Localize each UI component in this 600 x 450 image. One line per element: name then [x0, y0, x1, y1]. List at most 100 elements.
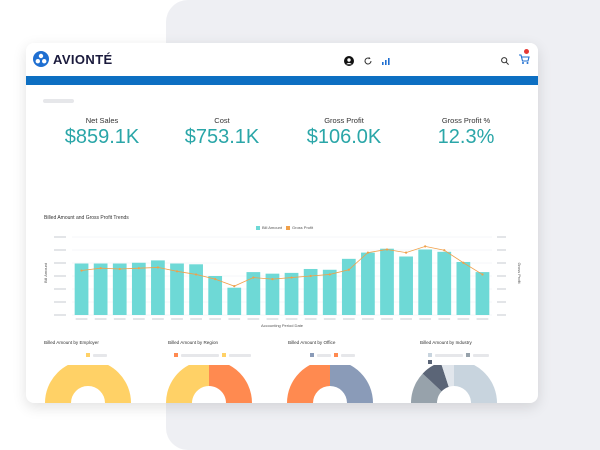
donut-title-office: Billed Amount by Office	[288, 340, 336, 345]
x-tick-label	[94, 318, 107, 320]
x-tick-label	[400, 318, 412, 320]
bar[interactable]	[208, 276, 223, 315]
donut-title-employer: Billed Amount by Employer	[44, 340, 99, 345]
bar[interactable]	[284, 272, 299, 315]
y-tick-label	[54, 314, 66, 316]
bar[interactable]	[74, 263, 89, 315]
gross-profit-point[interactable]	[443, 249, 446, 252]
donut-slice[interactable]	[287, 365, 330, 403]
legend-swatch	[256, 225, 260, 230]
gross-profit-point[interactable]	[290, 276, 293, 279]
gross-profit-point[interactable]	[347, 268, 350, 271]
bar[interactable]	[399, 256, 413, 316]
donut-slice[interactable]	[45, 365, 131, 403]
x-tick-label	[362, 318, 374, 320]
bar[interactable]	[303, 268, 318, 315]
bar[interactable]	[418, 249, 433, 315]
donut-legend-employer	[86, 353, 107, 357]
bar[interactable]	[131, 262, 146, 315]
brand-logo[interactable]	[33, 51, 49, 67]
x-axis-label: Accounting Period Date	[261, 323, 304, 328]
y-tick-label	[54, 236, 66, 238]
donut-slice[interactable]	[188, 365, 252, 403]
search-icon[interactable]	[500, 53, 510, 71]
gross-profit-point[interactable]	[252, 276, 255, 279]
gross-profit-point[interactable]	[80, 269, 83, 272]
donut-slice[interactable]	[454, 365, 497, 403]
gross-profit-point[interactable]	[404, 251, 408, 254]
dashboard-content: Net Sales $859.1K Cost $753.1K Gross Pro…	[34, 89, 530, 403]
bar[interactable]	[437, 251, 452, 315]
bar[interactable]	[151, 260, 165, 315]
donut-slice[interactable]	[422, 365, 449, 392]
gross-profit-point[interactable]	[175, 270, 179, 273]
gross-profit-point[interactable]	[481, 273, 484, 276]
bar[interactable]	[93, 263, 108, 315]
bar[interactable]	[189, 264, 203, 315]
bar[interactable]	[170, 263, 184, 315]
gross-profit-point[interactable]	[214, 278, 217, 281]
y2-tick-label	[497, 262, 506, 264]
x-tick-label	[304, 318, 317, 320]
gross-profit-point[interactable]	[99, 267, 102, 270]
bar[interactable]	[112, 263, 127, 315]
donut-slice[interactable]	[410, 373, 462, 403]
x-tick-label	[285, 318, 298, 320]
bar[interactable]	[341, 258, 356, 315]
gross-profit-point[interactable]	[328, 273, 331, 276]
bar[interactable]	[246, 272, 261, 315]
legend-bill-amount[interactable]: Bill Amount	[256, 225, 282, 230]
y-axis-label: Bill Amount	[43, 262, 48, 283]
x-tick-label	[266, 318, 279, 320]
bar[interactable]	[322, 269, 337, 315]
user-icon[interactable]	[344, 53, 354, 71]
kpi-label: Gross Profit	[324, 116, 364, 125]
legend-gross-profit[interactable]: Gross Profit	[286, 225, 313, 230]
gross-profit-point[interactable]	[137, 267, 140, 270]
x-tick-label	[323, 318, 336, 320]
x-tick-label	[228, 318, 241, 320]
y2-tick-label	[497, 236, 506, 238]
gross-profit-point[interactable]	[271, 278, 274, 281]
bar[interactable]	[265, 273, 280, 315]
kpi-value: $859.1K	[64, 126, 140, 148]
brand-name: AVIONTÉ	[53, 52, 113, 67]
gross-profit-point[interactable]	[366, 251, 370, 254]
gross-profit-point[interactable]	[309, 274, 312, 278]
donut-slice[interactable]	[166, 365, 209, 403]
gross-profit-point[interactable]	[118, 267, 121, 271]
y-tick-label	[54, 301, 66, 303]
donut-slice[interactable]	[441, 365, 454, 387]
gross-profit-point[interactable]	[385, 248, 389, 251]
gross-profit-point[interactable]	[233, 285, 236, 288]
kpi-label: Cost	[214, 116, 230, 125]
kpi-gross-profit[interactable]: Gross Profit $106.0K	[284, 116, 404, 149]
donut-legend-industry-row2	[428, 360, 432, 364]
y2-tick-label	[497, 301, 506, 303]
bar-chart-icon[interactable]	[381, 53, 391, 71]
bar[interactable]	[227, 287, 242, 315]
trend-chart-title: Billed Amount and Gross Profit Trends	[44, 215, 129, 221]
x-tick-label	[152, 318, 164, 320]
legend-swatch	[286, 225, 290, 230]
bar[interactable]	[361, 252, 375, 315]
kpi-label: Gross Profit %	[441, 116, 491, 125]
kpi-net-sales[interactable]: Net Sales $859.1K	[42, 116, 162, 149]
donut-title-region: Billed Amount by Region	[168, 340, 219, 345]
kpi-gross-profit-percent[interactable]: Gross Profit % 12.3%	[406, 116, 526, 149]
kpi-cost[interactable]: Cost $753.1K	[162, 116, 282, 149]
gross-profit-point[interactable]	[424, 245, 427, 248]
bar[interactable]	[456, 261, 471, 315]
gross-profit-line	[81, 245, 483, 287]
gross-profit-point[interactable]	[462, 261, 465, 264]
cart-icon[interactable]	[518, 52, 530, 70]
x-tick-label	[113, 318, 126, 320]
refresh-icon[interactable]	[363, 53, 373, 71]
gross-profit-point[interactable]	[156, 266, 160, 269]
gross-profit-point[interactable]	[194, 273, 198, 276]
x-tick-label	[132, 318, 145, 320]
donut-slice[interactable]	[330, 365, 373, 403]
bar[interactable]	[380, 248, 394, 315]
bar[interactable]	[475, 272, 490, 315]
y2-tick-label	[497, 275, 506, 277]
